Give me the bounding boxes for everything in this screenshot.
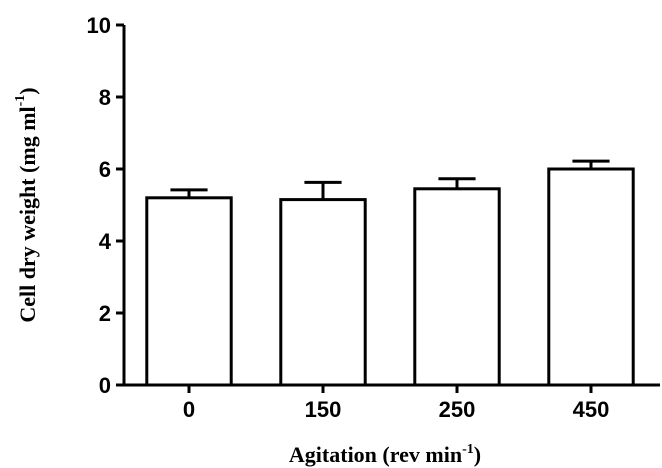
x-ticks: 0 150 250 450 xyxy=(183,385,609,422)
bars xyxy=(145,167,635,387)
x-axis-title: Agitation (rev min-1) xyxy=(289,442,481,467)
bar-450 xyxy=(547,167,635,387)
axes xyxy=(122,25,660,387)
x-axis-title-text: Agitation (rev min xyxy=(289,442,462,467)
y-tick-label-2: 2 xyxy=(99,301,111,326)
y-tick-label-6: 6 xyxy=(99,157,111,182)
bar-0 xyxy=(145,196,233,387)
x-axis-title-superscript: -1 xyxy=(462,442,474,457)
x-tick-label-250: 250 xyxy=(439,397,476,422)
y-tick-label-4: 4 xyxy=(99,229,112,254)
bar-250 xyxy=(413,187,501,387)
x-tick-label-150: 150 xyxy=(305,397,342,422)
y-ticks: 0 2 4 6 8 10 xyxy=(87,13,124,398)
x-axis-title-suffix: ) xyxy=(474,442,481,467)
x-tick-label-450: 450 xyxy=(573,397,610,422)
y-tick-label-0: 0 xyxy=(99,373,111,398)
bar-150 xyxy=(279,198,367,387)
y-tick-label-8: 8 xyxy=(99,85,111,110)
y-axis-title-suffix: ) xyxy=(15,87,40,94)
error-bars xyxy=(170,159,610,200)
y-axis-title-text: Cell dry weight (mg ml xyxy=(15,106,40,322)
x-tick-label-0: 0 xyxy=(183,397,195,422)
y-axis-title: Cell dry weight (mg ml-1) xyxy=(13,87,40,322)
y-tick-label-10: 10 xyxy=(87,13,111,38)
y-axis-title-superscript: -1 xyxy=(13,95,28,107)
